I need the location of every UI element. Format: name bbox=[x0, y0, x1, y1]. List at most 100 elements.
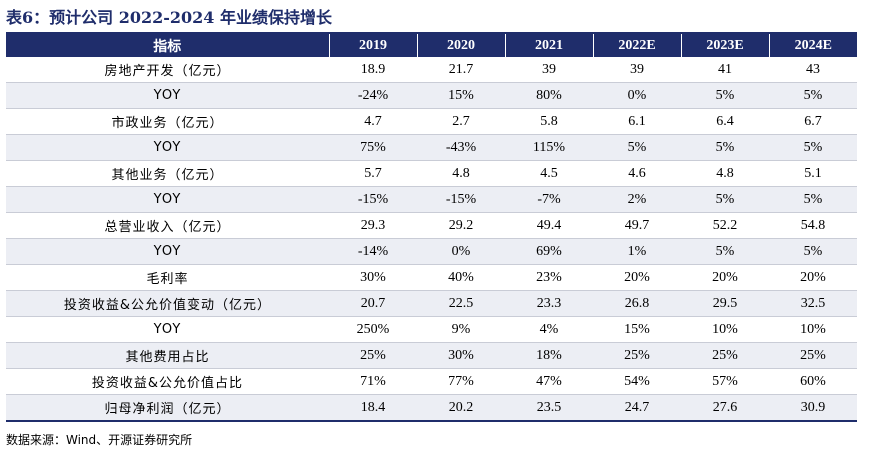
cell-2023e: 5% bbox=[681, 82, 769, 109]
cell-2023e: 5% bbox=[681, 134, 769, 161]
row-label: YOY bbox=[6, 82, 329, 109]
header-indicator: 指标 bbox=[6, 34, 330, 57]
header-2021: 2021 bbox=[505, 34, 594, 57]
cell-2024e: 54.8 bbox=[769, 212, 857, 239]
row-label: 毛利率 bbox=[6, 264, 329, 291]
table-row: 归母净利润（亿元） 18.4 20.2 23.5 24.7 27.6 30.9 bbox=[6, 394, 857, 422]
cell-2020: 30% bbox=[417, 342, 505, 369]
cell-2022e: 54% bbox=[593, 368, 681, 395]
cell-2023e: 5% bbox=[681, 238, 769, 265]
cell-2020: 40% bbox=[417, 264, 505, 291]
table-row: YOY -24% 15% 80% 0% 5% 5% bbox=[6, 82, 857, 109]
cell-2023e: 6.4 bbox=[681, 108, 769, 135]
cell-2019: 20.7 bbox=[329, 290, 417, 317]
cell-2022e: 20% bbox=[593, 264, 681, 291]
cell-2022e: 2% bbox=[593, 186, 681, 213]
cell-2023e: 10% bbox=[681, 316, 769, 343]
row-label: 投资收益&公允价值变动（亿元） bbox=[6, 290, 329, 317]
cell-2024e: 32.5 bbox=[769, 290, 857, 317]
table-row: YOY -14% 0% 69% 1% 5% 5% bbox=[6, 238, 857, 265]
cell-2019: 5.7 bbox=[329, 160, 417, 187]
title-divider bbox=[6, 32, 857, 34]
cell-2019: 18.9 bbox=[329, 57, 417, 83]
row-label: 归母净利润（亿元） bbox=[6, 394, 329, 422]
cell-2023e: 4.8 bbox=[681, 160, 769, 187]
header-2020: 2020 bbox=[417, 34, 506, 57]
cell-2020: 22.5 bbox=[417, 290, 505, 317]
cell-2019: -15% bbox=[329, 186, 417, 213]
cell-2019: -24% bbox=[329, 82, 417, 109]
cell-2022e: 24.7 bbox=[593, 394, 681, 422]
cell-2019: 25% bbox=[329, 342, 417, 369]
cell-2019: 71% bbox=[329, 368, 417, 395]
cell-2023e: 57% bbox=[681, 368, 769, 395]
header-2023e: 2023E bbox=[681, 34, 770, 57]
cell-2022e: 0% bbox=[593, 82, 681, 109]
cell-2021: 23.3 bbox=[505, 290, 593, 317]
cell-2022e: 5% bbox=[593, 134, 681, 161]
cell-2024e: 5% bbox=[769, 82, 857, 109]
cell-2021: 69% bbox=[505, 238, 593, 265]
row-label: YOY bbox=[6, 238, 329, 265]
cell-2024e: 20% bbox=[769, 264, 857, 291]
cell-2023e: 20% bbox=[681, 264, 769, 291]
row-label: YOY bbox=[6, 134, 329, 161]
cell-2021: 5.8 bbox=[505, 108, 593, 135]
cell-2023e: 5% bbox=[681, 186, 769, 213]
cell-2021: 18% bbox=[505, 342, 593, 369]
table-row: 总营业收入（亿元） 29.3 29.2 49.4 49.7 52.2 54.8 bbox=[6, 212, 857, 239]
cell-2021: 4% bbox=[505, 316, 593, 343]
cell-2024e: 43 bbox=[769, 57, 857, 83]
cell-2019: 30% bbox=[329, 264, 417, 291]
cell-2021: 4.5 bbox=[505, 160, 593, 187]
cell-2019: 18.4 bbox=[329, 394, 417, 422]
cell-2020: 2.7 bbox=[417, 108, 505, 135]
table-title: 表6：预计公司 2022-2024 年业绩保持增长 bbox=[6, 8, 332, 27]
row-label: 投资收益&公允价值占比 bbox=[6, 368, 329, 395]
cell-2019: 75% bbox=[329, 134, 417, 161]
table-row: 毛利率 30% 40% 23% 20% 20% 20% bbox=[6, 264, 857, 291]
cell-2021: 23% bbox=[505, 264, 593, 291]
table-header-row: 指标 2019 2020 2021 2022E 2023E 2024E bbox=[6, 34, 857, 57]
cell-2019: 4.7 bbox=[329, 108, 417, 135]
cell-2024e: 5% bbox=[769, 238, 857, 265]
row-label: 市政业务（亿元） bbox=[6, 108, 329, 135]
header-2022e: 2022E bbox=[593, 34, 682, 57]
table-row: YOY 250% 9% 4% 15% 10% 10% bbox=[6, 316, 857, 343]
cell-2024e: 25% bbox=[769, 342, 857, 369]
row-label: 房地产开发（亿元） bbox=[6, 57, 329, 83]
row-label: 总营业收入（亿元） bbox=[6, 212, 329, 239]
cell-2020: 77% bbox=[417, 368, 505, 395]
cell-2022e: 4.6 bbox=[593, 160, 681, 187]
cell-2020: 4.8 bbox=[417, 160, 505, 187]
table-row: 其他业务（亿元） 5.7 4.8 4.5 4.6 4.8 5.1 bbox=[6, 160, 857, 187]
cell-2020: 15% bbox=[417, 82, 505, 109]
cell-2023e: 41 bbox=[681, 57, 769, 83]
cell-2020: 29.2 bbox=[417, 212, 505, 239]
header-2024e: 2024E bbox=[769, 34, 857, 57]
cell-2022e: 15% bbox=[593, 316, 681, 343]
cell-2024e: 5.1 bbox=[769, 160, 857, 187]
table-row: YOY -15% -15% -7% 2% 5% 5% bbox=[6, 186, 857, 213]
cell-2021: 39 bbox=[505, 57, 593, 83]
cell-2022e: 39 bbox=[593, 57, 681, 83]
row-label: 其他业务（亿元） bbox=[6, 160, 329, 187]
cell-2020: 0% bbox=[417, 238, 505, 265]
cell-2019: 29.3 bbox=[329, 212, 417, 239]
cell-2021: -7% bbox=[505, 186, 593, 213]
row-label: YOY bbox=[6, 316, 329, 343]
cell-2021: 47% bbox=[505, 368, 593, 395]
cell-2023e: 27.6 bbox=[681, 394, 769, 422]
cell-2023e: 25% bbox=[681, 342, 769, 369]
cell-2022e: 1% bbox=[593, 238, 681, 265]
cell-2024e: 10% bbox=[769, 316, 857, 343]
cell-2021: 23.5 bbox=[505, 394, 593, 422]
cell-2022e: 25% bbox=[593, 342, 681, 369]
cell-2020: -43% bbox=[417, 134, 505, 161]
table-row: YOY 75% -43% 115% 5% 5% 5% bbox=[6, 134, 857, 161]
cell-2020: -15% bbox=[417, 186, 505, 213]
cell-2022e: 6.1 bbox=[593, 108, 681, 135]
cell-2021: 115% bbox=[505, 134, 593, 161]
table-row: 房地产开发（亿元） 18.9 21.7 39 39 41 43 bbox=[6, 57, 857, 83]
cell-2024e: 5% bbox=[769, 134, 857, 161]
